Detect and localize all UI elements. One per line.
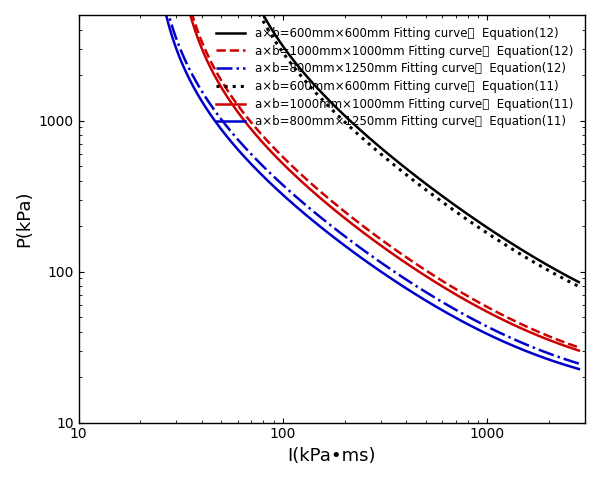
a×b=800mm×1250mm Fitting curve；  Equation(12) (436, 298, 443, 303)
a×b=800mm×1250mm Fitting curve；  Equation(11) (230, 142, 238, 148)
a×b=1000mm×1000mm Fitting curve；  Equation(11) (443, 287, 451, 292)
a×b=600mm×600mm Fitting curve；  Equation(12) (405, 168, 412, 173)
a×b=800mm×1250mm Fitting curve；  Equation(12) (472, 318, 479, 324)
a×b=600mm×600mm Fitting curve；  Equation(12) (575, 279, 583, 285)
Line: a×b=1000mm×1000mm Fitting curve；  Equation(11): a×b=1000mm×1000mm Fitting curve； Equatio… (182, 0, 579, 350)
Line: a×b=800mm×1250mm Fitting curve；  Equation(12): a×b=800mm×1250mm Fitting curve； Equation… (160, 0, 579, 364)
a×b=1000mm×1000mm Fitting curve；  Equation(12) (412, 261, 419, 266)
a×b=800mm×1250mm Fitting curve；  Equation(11) (264, 178, 271, 183)
a×b=1000mm×1000mm Fitting curve；  Equation(12) (220, 80, 227, 86)
a×b=1000mm×1000mm Fitting curve；  Equation(12) (574, 344, 581, 350)
a×b=600mm×600mm Fitting curve；  Equation(12) (302, 72, 310, 78)
X-axis label: I(kPa•ms): I(kPa•ms) (287, 447, 376, 465)
a×b=1000mm×1000mm Fitting curve；  Equation(11) (358, 228, 365, 234)
a×b=1000mm×1000mm Fitting curve；  Equation(11) (248, 127, 256, 133)
a×b=1000mm×1000mm Fitting curve；  Equation(12) (263, 137, 270, 143)
a×b=800mm×1250mm Fitting curve；  Equation(12) (264, 168, 271, 174)
a×b=800mm×1250mm Fitting curve；  Equation(11) (346, 246, 353, 252)
a×b=600mm×600mm Fitting curve；  Equation(12) (535, 257, 542, 263)
a×b=800mm×1250mm Fitting curve；  Equation(12) (403, 277, 410, 283)
a×b=600mm×600mm Fitting curve；  Equation(12) (566, 274, 573, 280)
a×b=600mm×600mm Fitting curve；  Equation(11) (392, 163, 399, 169)
a×b=600mm×600mm Fitting curve；  Equation(11) (478, 227, 485, 232)
a×b=600mm×600mm Fitting curve；  Equation(12) (262, 15, 269, 21)
a×b=1000mm×1000mm Fitting curve；  Equation(12) (202, 48, 209, 54)
a×b=600mm×600mm Fitting curve；  Equation(12) (482, 224, 490, 230)
a×b=1000mm×1000mm Fitting curve；  Equation(12) (575, 345, 583, 350)
a×b=1000mm×1000mm Fitting curve；  Equation(11) (412, 267, 419, 273)
a×b=800mm×1250mm Fitting curve；  Equation(11) (436, 306, 443, 312)
a×b=600mm×600mm Fitting curve；  Equation(11) (531, 260, 538, 265)
Line: a×b=600mm×600mm Fitting curve；  Equation(11): a×b=600mm×600mm Fitting curve； Equation(… (241, 0, 579, 287)
a×b=600mm×600mm Fitting curve；  Equation(11) (575, 284, 583, 289)
a×b=800mm×1250mm Fitting curve；  Equation(12) (230, 132, 238, 138)
a×b=600mm×600mm Fitting curve；  Equation(11) (395, 166, 402, 171)
Y-axis label: P(kPa): P(kPa) (15, 191, 33, 247)
Legend: a×b=600mm×600mm Fitting curve；  Equation(12), a×b=1000mm×1000mm Fitting curve；  : a×b=600mm×600mm Fitting curve； Equation(… (210, 21, 579, 134)
a×b=1000mm×1000mm Fitting curve；  Equation(11) (280, 162, 287, 168)
a×b=1000mm×1000mm Fitting curve；  Equation(11) (575, 348, 583, 353)
a×b=600mm×600mm Fitting curve；  Equation(11) (405, 174, 412, 180)
Line: a×b=600mm×600mm Fitting curve；  Equation(12): a×b=600mm×600mm Fitting curve； Equation(… (244, 0, 579, 282)
a×b=800mm×1250mm Fitting curve；  Equation(12) (346, 237, 353, 243)
Line: a×b=1000mm×1000mm Fitting curve；  Equation(12): a×b=1000mm×1000mm Fitting curve； Equatio… (182, 0, 579, 348)
a×b=1000mm×1000mm Fitting curve；  Equation(12) (473, 299, 481, 304)
a×b=800mm×1250mm Fitting curve；  Equation(12) (575, 361, 583, 367)
a×b=800mm×1250mm Fitting curve；  Equation(11) (575, 366, 583, 372)
a×b=600mm×600mm Fitting curve；  Equation(11) (367, 143, 374, 148)
Line: a×b=800mm×1250mm Fitting curve；  Equation(11): a×b=800mm×1250mm Fitting curve； Equation… (160, 0, 579, 369)
a×b=1000mm×1000mm Fitting curve；  Equation(11) (477, 306, 484, 312)
a×b=800mm×1250mm Fitting curve；  Equation(11) (472, 325, 479, 331)
a×b=800mm×1250mm Fitting curve；  Equation(11) (403, 286, 410, 292)
